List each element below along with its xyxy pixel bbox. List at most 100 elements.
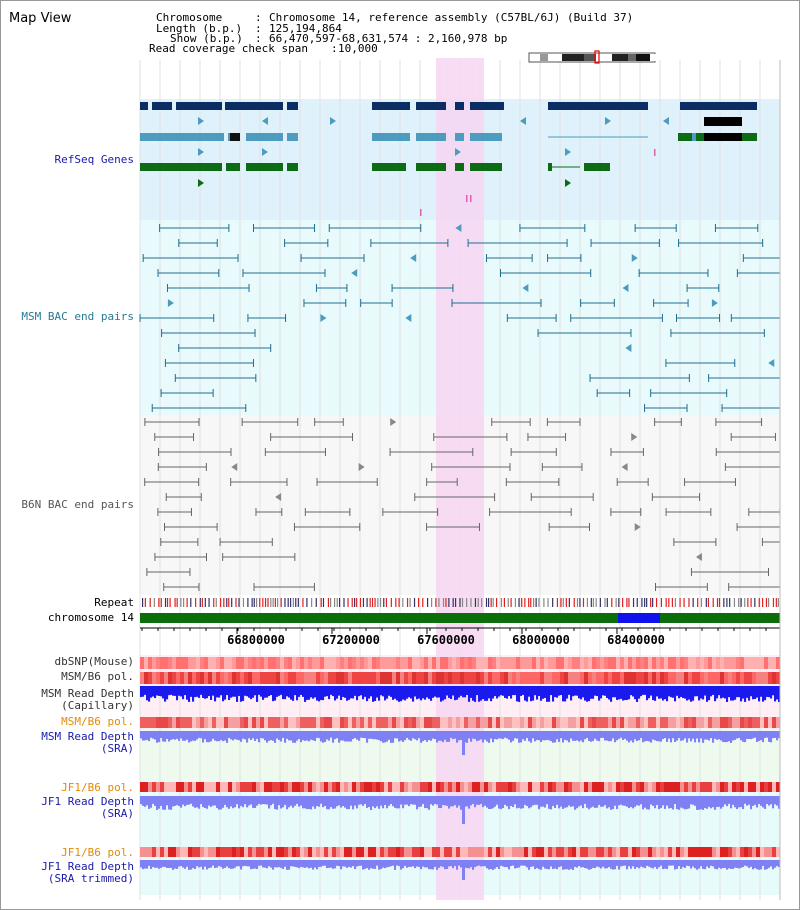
msm-depth-cap — [342, 686, 345, 697]
jf1-pol2-strip — [424, 847, 429, 857]
jf1-depth-sra — [274, 796, 277, 810]
track-label-chromosome[interactable]: chromosome 14 — [47, 611, 134, 624]
track-label-repeat[interactable]: Repeat — [94, 596, 134, 609]
msm-depth-cap — [708, 686, 711, 701]
msm-pol-strip — [740, 672, 745, 684]
jf1-pol2-strip — [216, 847, 221, 857]
msm-depth-sra — [414, 731, 417, 740]
jf1-depth-trim — [560, 860, 563, 867]
msm-pol-strip — [316, 672, 321, 684]
dbsnp-strip — [204, 657, 209, 669]
repeat-mark — [247, 598, 249, 607]
msm-depth-cap — [378, 686, 381, 701]
jf1-pol2-strip — [176, 847, 181, 857]
msm-depth-sra — [420, 731, 423, 743]
track-label-jf1-b6-pol-2[interactable]: JF1/B6 pol. — [61, 846, 134, 859]
msm-pol2-strip — [692, 717, 697, 728]
msm-depth-cap — [698, 686, 701, 701]
msm-depth-sra — [774, 731, 777, 738]
track-label-b6n-bac[interactable]: B6N BAC end pairs — [21, 498, 134, 511]
msm-pol-strip — [424, 672, 429, 684]
msm-depth-sra — [454, 731, 457, 739]
jf1-pol-strip — [776, 782, 781, 792]
jf1-depth-trim — [452, 860, 455, 869]
jf1-depth-trim — [380, 860, 383, 870]
dbsnp-strip — [468, 657, 473, 669]
track-label-msm-b6-pol-2[interactable]: MSM/B6 pol. — [61, 715, 134, 728]
track-label-dbsnp[interactable]: dbSNP(Mouse) — [54, 655, 134, 668]
msm-depth-sra — [214, 731, 217, 741]
msm-depth-cap — [262, 686, 265, 700]
jf1-pol2-strip — [540, 847, 545, 857]
jf1-pol2-strip — [772, 847, 777, 857]
msm-depth-cap — [506, 686, 509, 699]
msm-pol2-strip — [364, 717, 369, 728]
track-label-jf1-depth-sra-1[interactable]: JF1 Read Depth — [41, 795, 134, 808]
msm-pol2-strip — [708, 717, 713, 728]
repeat-mark — [674, 598, 676, 607]
msm-depth-sra — [536, 731, 539, 740]
jf1-pol-strip — [680, 782, 685, 792]
track-label-jf1-depth-sra-2[interactable]: (SRA) — [100, 807, 134, 820]
repeat-mark — [604, 598, 606, 607]
repeat-mark — [679, 598, 681, 607]
jf1-pol2-strip — [276, 847, 281, 857]
jf1-depth-trim — [160, 860, 163, 868]
dbsnp-strip — [740, 657, 745, 669]
msm-depth-sra — [520, 731, 523, 743]
track-label-msm-depth-cap-1[interactable]: MSM Read Depth — [41, 687, 134, 700]
refseq-gene-arrow — [565, 179, 571, 187]
msm-depth-cap — [554, 686, 557, 698]
msm-depth-sra — [348, 731, 351, 742]
msm-depth-cap — [304, 686, 307, 702]
repeat-mark — [398, 598, 400, 607]
jf1-depth-trim — [404, 860, 407, 866]
msm-depth-sra — [262, 731, 265, 739]
msm-depth-cap — [148, 686, 151, 702]
repeat-mark — [448, 598, 450, 607]
track-label-jf1-b6-pol-1[interactable]: JF1/B6 pol. — [61, 781, 134, 794]
jf1-depth-trim — [530, 860, 533, 867]
msm-pol-strip — [756, 672, 761, 684]
track-label-msm-depth-sra-2[interactable]: (SRA) — [100, 742, 134, 755]
jf1-pol-strip — [172, 782, 177, 792]
msm-depth-cap — [144, 686, 147, 695]
dbsnp-strip — [608, 657, 613, 669]
jf1-depth-sra — [488, 796, 491, 810]
jf1-pol-strip — [436, 782, 441, 792]
msm-depth-sra — [680, 731, 683, 741]
dbsnp-strip — [400, 657, 405, 669]
repeat-mark — [765, 598, 768, 607]
msm-depth-sra — [342, 731, 345, 741]
msm-pol-strip — [768, 672, 773, 684]
msm-depth-sra — [302, 731, 305, 741]
msm-pol-strip — [488, 672, 493, 684]
msm-depth-sra — [324, 731, 327, 742]
msm-pol2-strip — [688, 717, 693, 728]
jf1-pol2-strip — [320, 847, 325, 857]
msm-depth-sra — [178, 731, 181, 741]
msm-pol2-strip — [652, 717, 657, 728]
msm-pol-strip — [364, 672, 369, 684]
dbsnp-strip — [140, 657, 145, 669]
track-label-msm-depth-cap-2[interactable]: (Capillary) — [61, 699, 134, 712]
msm-pol-strip — [440, 672, 445, 684]
track-label-msm-bac[interactable]: MSM BAC end pairs — [21, 310, 134, 323]
jf1-pol2-strip — [292, 847, 297, 857]
track-label-jf1-depth-trim-1[interactable]: JF1 Read Depth — [41, 860, 134, 873]
msm-depth-cap — [140, 686, 143, 697]
track-label-jf1-depth-trim-2[interactable]: (SRA trimmed) — [47, 872, 134, 885]
msm-pol-strip — [252, 672, 257, 684]
msm-depth-cap — [654, 686, 657, 701]
repeat-mark — [409, 598, 411, 607]
repeat-mark — [700, 598, 703, 607]
repeat-mark — [176, 598, 178, 607]
msm-pol-strip — [404, 672, 409, 684]
track-label-msm-b6-pol-1[interactable]: MSM/B6 pol. — [61, 670, 134, 683]
track-label-msm-depth-sra-1[interactable]: MSM Read Depth — [41, 730, 134, 743]
jf1-depth-trim — [436, 860, 439, 870]
msm-depth-sra — [776, 731, 779, 741]
track-label-refseq[interactable]: RefSeq Genes — [54, 153, 134, 166]
jf1-pol-strip — [652, 782, 657, 792]
